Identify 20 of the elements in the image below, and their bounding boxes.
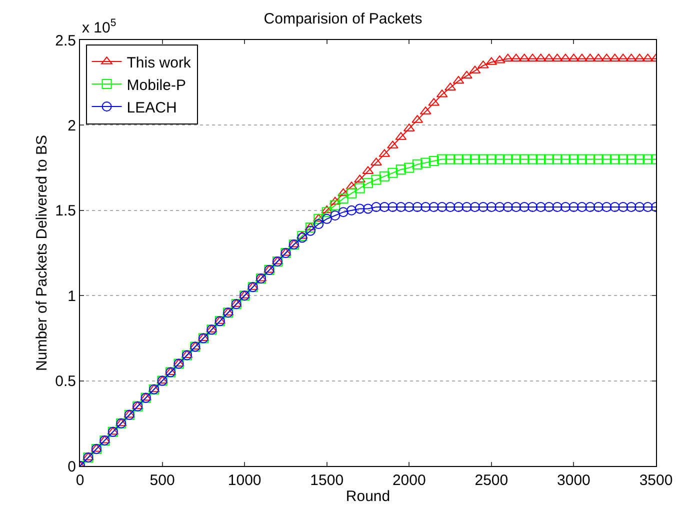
- y-tick-label: 1: [68, 288, 76, 305]
- text: x 10$^{5}$: [82, 17, 116, 36]
- legend-label: This work: [126, 54, 192, 72]
- x-tick-label: 2500: [474, 472, 508, 489]
- x-tick-label: 3000: [557, 472, 590, 489]
- y-tick-label: 0: [68, 458, 76, 476]
- x-axis-title: Round: [346, 488, 390, 505]
- x-tick-label: 1500: [310, 472, 344, 489]
- legend-label: LEACH: [126, 99, 177, 116]
- chart-title: Comparision of Packets: [264, 10, 422, 28]
- x-tick-label: 2000: [392, 472, 426, 489]
- y-tick-label: 0.5: [55, 373, 76, 390]
- legend-label: Mobile-P: [126, 76, 186, 94]
- y-tick-label: 1.5: [55, 202, 76, 220]
- x-tick-label: 1000: [228, 472, 262, 489]
- y-tick-label: 2: [68, 117, 76, 134]
- y-axis-title: Number of Packets Delivered to BS: [33, 135, 50, 371]
- y-tick-label: 2.5: [55, 32, 76, 50]
- x-tick-label: 500: [150, 472, 175, 489]
- x-tick-label: 3500: [639, 472, 673, 489]
